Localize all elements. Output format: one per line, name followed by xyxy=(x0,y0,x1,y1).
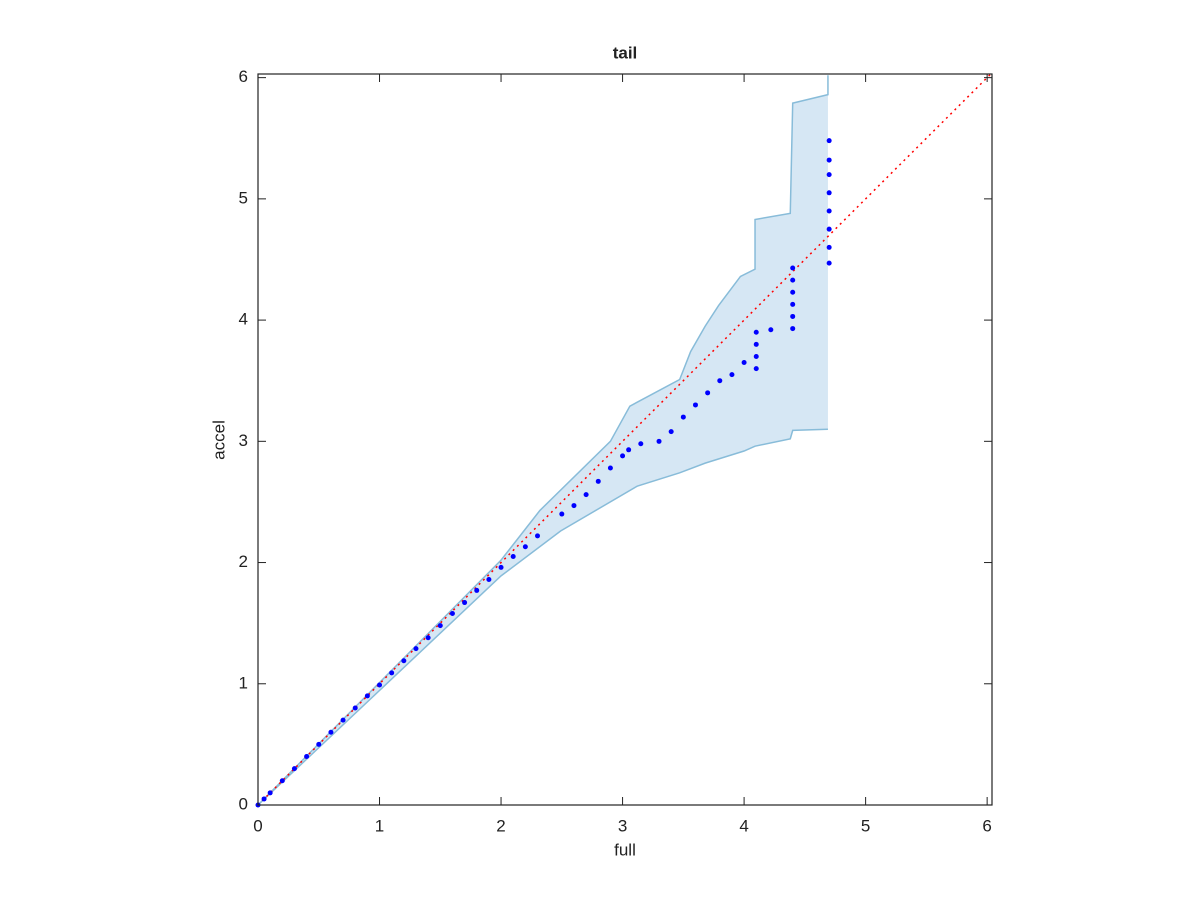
point xyxy=(753,341,759,347)
band-fill xyxy=(258,75,828,805)
x-tick-label: 6 xyxy=(982,816,991,835)
point xyxy=(826,244,832,250)
x-tick-label: 4 xyxy=(739,816,748,835)
point xyxy=(595,478,601,484)
point xyxy=(425,635,431,641)
y-tick-label: 0 xyxy=(239,794,248,813)
y-axis-label: accel xyxy=(209,420,228,460)
point xyxy=(638,441,644,447)
point xyxy=(377,682,383,688)
point xyxy=(753,353,759,359)
band-edge xyxy=(257,428,828,806)
x-tick-label: 1 xyxy=(375,816,384,835)
chart-title: tail xyxy=(613,43,638,62)
point xyxy=(498,564,504,570)
point xyxy=(583,492,589,498)
point xyxy=(522,544,528,550)
point xyxy=(790,301,796,307)
point xyxy=(753,329,759,335)
point xyxy=(741,360,747,366)
point xyxy=(626,447,632,453)
point xyxy=(790,265,796,271)
point xyxy=(413,646,419,652)
point xyxy=(692,402,698,408)
point xyxy=(437,623,443,629)
point xyxy=(328,729,334,735)
point xyxy=(790,277,796,283)
point xyxy=(705,390,711,396)
x-tick-label: 2 xyxy=(496,816,505,835)
reference-line xyxy=(257,73,992,806)
point xyxy=(486,577,492,583)
point xyxy=(340,717,346,723)
point xyxy=(680,414,686,420)
point xyxy=(790,313,796,319)
point xyxy=(790,289,796,295)
point xyxy=(267,790,273,796)
point xyxy=(510,553,516,559)
point xyxy=(449,610,455,616)
point xyxy=(668,429,674,435)
point xyxy=(826,172,832,178)
point xyxy=(559,511,565,517)
point xyxy=(826,138,832,144)
point xyxy=(826,260,832,266)
plot-frame xyxy=(257,73,993,806)
point xyxy=(474,587,480,593)
point xyxy=(316,741,322,747)
point xyxy=(790,326,796,332)
point xyxy=(753,366,759,372)
point xyxy=(826,190,832,196)
point xyxy=(279,778,285,784)
point xyxy=(304,754,310,760)
y-tick-label: 3 xyxy=(239,431,248,450)
point xyxy=(352,705,358,711)
point xyxy=(717,378,723,384)
y-tick-label: 6 xyxy=(239,67,248,86)
point xyxy=(826,226,832,232)
point xyxy=(826,208,832,214)
point xyxy=(535,533,541,539)
point xyxy=(261,796,267,802)
point xyxy=(364,693,370,699)
point xyxy=(462,600,468,606)
point xyxy=(826,157,832,163)
point xyxy=(291,766,297,772)
point xyxy=(768,327,774,333)
point xyxy=(389,670,395,676)
x-tick-label: 0 xyxy=(253,816,262,835)
x-tick-label: 5 xyxy=(861,816,870,835)
point xyxy=(607,465,613,471)
y-tick-label: 5 xyxy=(239,188,248,207)
y-tick-label: 4 xyxy=(239,310,248,329)
point xyxy=(571,503,577,509)
y-tick-label: 2 xyxy=(239,552,248,571)
band-edge xyxy=(257,75,829,806)
point xyxy=(656,438,662,444)
point xyxy=(729,372,735,378)
x-tick-label: 3 xyxy=(618,816,627,835)
x-axis-label: full xyxy=(614,840,636,859)
point xyxy=(401,658,407,664)
point xyxy=(620,453,626,459)
y-tick-label: 1 xyxy=(239,673,248,692)
